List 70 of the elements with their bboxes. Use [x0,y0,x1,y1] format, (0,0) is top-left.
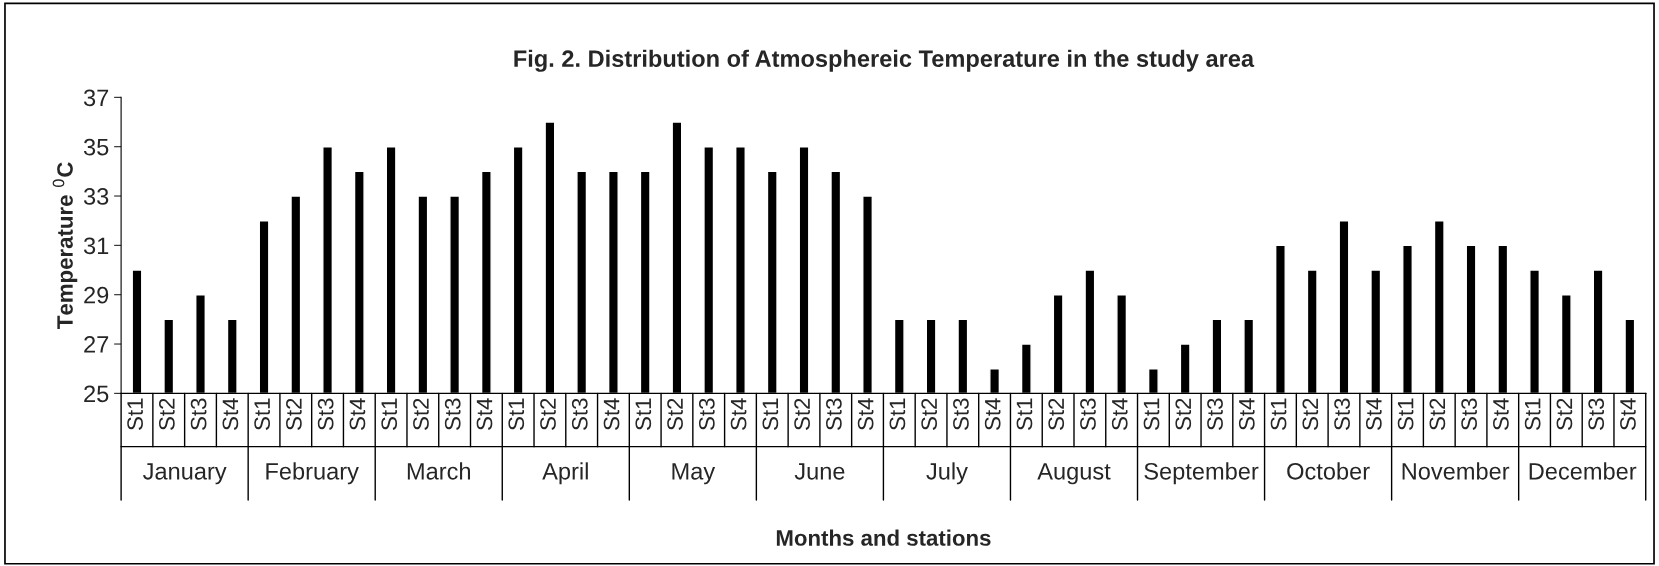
text: July [926,462,968,485]
text: March [407,462,471,480]
x-tick-label: St3 [953,398,969,430]
x-tick-label: St3 [190,398,207,430]
y-tick-label: 35 [83,138,109,156]
x-tick-label: St2 [1048,398,1065,430]
y-tick-label: 25 [84,385,109,403]
x-tick-label: St4 [857,398,874,430]
x-tick-label: St3 [1334,398,1350,430]
text: August [1037,463,1111,485]
x-tick-label: St3 [1461,398,1477,430]
x-tick-label: St2 [921,398,938,430]
y-axis-title: Temperature $^{0}$C [52,162,78,329]
x-tick-label: St1 [508,398,525,430]
x-tick-label: St1 [1397,398,1414,430]
x-tick-label: St3 [444,398,461,430]
x-tick-label: St2 [158,398,175,430]
text: February [266,462,359,485]
x-tick-label: St4 [1620,398,1636,430]
x-tick-label: St2 [1302,398,1319,430]
x-tick-label: St1 [127,398,143,430]
x-tick-label: St2 [413,398,429,430]
x-tick-label: St4 [1238,398,1255,430]
x-tick-label: St1 [1016,398,1033,430]
x-tick-label: St2 [1429,398,1446,430]
x-tick-label: St4 [730,398,747,430]
x-tick-label: St2 [1175,398,1192,430]
text: October [1287,462,1370,480]
x-tick-label: St4 [603,398,620,430]
y-tick-label: 31 [83,237,109,255]
text: January [143,463,227,485]
x-tick-label: St3 [826,398,842,430]
x-tick-label: St3 [698,398,715,430]
x-tick-label: St1 [762,398,779,430]
x-axis-title: Months and stations [776,529,991,546]
x-tick-label: St3 [1588,398,1605,430]
y-tick-label: 29 [84,286,109,304]
x-tick-label: St4 [1493,398,1509,430]
text: June [794,463,845,480]
x-tick-label: St4 [1365,398,1382,430]
x-tick-label: St1 [1270,398,1287,430]
x-tick-label: St1 [1143,398,1160,430]
x-tick-label: St2 [794,398,810,430]
y-tick-label: 33 [83,188,109,205]
text: May [672,463,716,485]
x-tick-label: St1 [381,398,398,430]
text: April [542,462,588,485]
x-tick-label: St2 [667,398,683,430]
text: November [1402,462,1510,480]
y-tick-label: 37 [83,89,109,107]
text: December [1529,462,1637,480]
x-tick-label: St2 [540,398,556,430]
x-tick-label: St3 [1207,398,1223,430]
x-tick-label: St1 [889,398,906,430]
x-tick-label: St1 [254,398,271,430]
x-tick-label: St1 [635,398,652,430]
x-tick-label: St3 [317,398,334,430]
x-tick-label: St1 [1524,398,1541,430]
y-tick-label: 27 [84,336,109,353]
x-tick-label: St2 [1556,398,1573,430]
x-tick-label: St4 [984,398,1001,430]
x-tick-label: St4 [222,398,239,430]
x-tick-label: St4 [476,398,493,430]
x-tick-label: St4 [1111,398,1128,430]
chart-title: Fig. 2. Distribution of Atmosphereic Temperature in the study area [514,49,1255,72]
x-tick-label: St3 [1080,398,1096,430]
x-tick-label: St2 [286,398,302,430]
x-tick-label: St3 [571,398,588,430]
x-tick-label: St4 [349,398,366,430]
text: September [1144,462,1259,485]
